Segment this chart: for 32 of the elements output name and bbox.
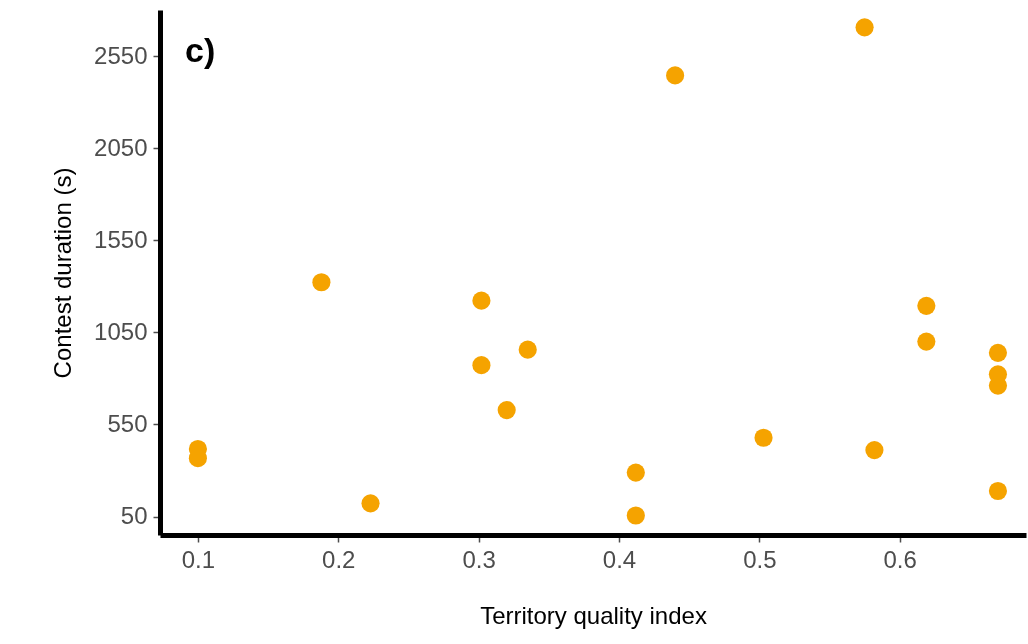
point xyxy=(361,494,380,513)
x-tick-label: 0.1 xyxy=(181,545,216,573)
y-axis-title: Contest duration (s) xyxy=(49,167,77,379)
x-tick-label: 0.2 xyxy=(322,545,356,573)
point xyxy=(917,296,936,315)
point xyxy=(754,428,773,447)
point xyxy=(472,291,491,310)
point xyxy=(497,401,516,420)
point xyxy=(917,332,936,351)
y-tick-label: 50 xyxy=(120,502,148,530)
point xyxy=(518,340,537,359)
x-axis-title: Territory quality index xyxy=(480,601,707,629)
point xyxy=(865,441,884,460)
annotation: c) xyxy=(185,31,216,69)
y-tick-label: 1550 xyxy=(94,225,148,253)
point xyxy=(855,18,874,37)
y-tick-label: 2550 xyxy=(94,41,148,69)
y-tick-label: 550 xyxy=(107,409,148,437)
x-tick-label: 0.6 xyxy=(883,545,917,573)
point xyxy=(626,463,645,482)
x-tick-label: 0.4 xyxy=(602,545,637,573)
point xyxy=(472,356,491,375)
x-tick-label: 0.3 xyxy=(462,545,496,573)
point xyxy=(988,376,1008,395)
y-tick-label: 2050 xyxy=(94,133,148,161)
x-tick-label: 0.5 xyxy=(743,545,777,573)
point xyxy=(626,506,645,525)
point xyxy=(312,273,331,292)
point xyxy=(988,481,1008,501)
y-tick-label: 1050 xyxy=(94,317,148,345)
point xyxy=(988,343,1008,362)
point xyxy=(666,66,685,85)
